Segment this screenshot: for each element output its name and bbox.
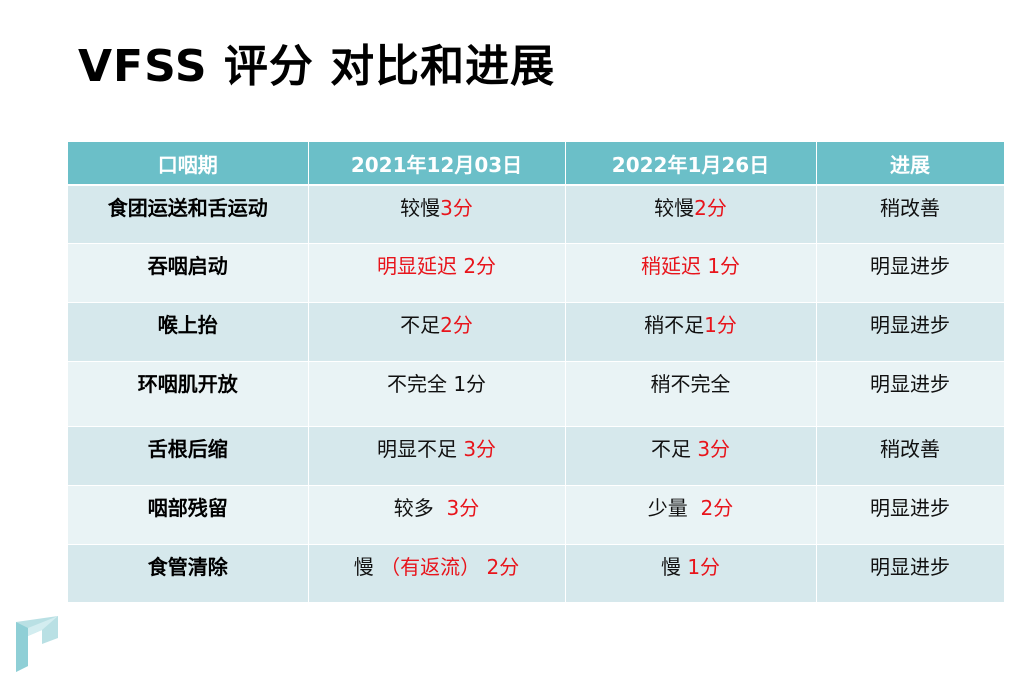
score-value: 1分: [707, 253, 741, 278]
score-cell-2022: 稍不完全: [565, 361, 817, 427]
assessment-text: 较慢: [400, 196, 441, 220]
table-row: 喉上抬 不足2分 稍不足1分 明显进步: [68, 302, 1005, 362]
score-cell-2021: 慢 （有返流） 2分: [308, 544, 566, 603]
score-cell-2022: 不足 3分: [565, 426, 817, 486]
table-row: 吞咽启动 明显延迟 2分 稍延迟 1分 明显进步: [68, 243, 1005, 303]
phase-cell: 食管清除: [68, 544, 309, 603]
progress-cell: 明显进步: [816, 485, 1005, 545]
table-body: 食团运送和舌运动 较慢3分 较慢2分 稍改善 吞咽启动 明显延迟 2分 稍延迟 …: [68, 185, 1005, 603]
score-cell-2021: 明显延迟 2分: [308, 243, 566, 303]
score-cell-2022: 少量 2分: [565, 485, 817, 545]
phase-cell: 咽部残留: [68, 485, 309, 545]
score-value: 3分: [446, 495, 480, 520]
header-progress: 进展: [816, 142, 1005, 186]
table-row: 舌根后缩 明显不足 3分 不足 3分 稍改善: [68, 426, 1005, 486]
header-date-2021: 2021年12月03日: [308, 142, 566, 186]
table-row: 食管清除 慢 （有返流） 2分 慢 1分 明显进步: [68, 544, 1005, 603]
assessment-text: 不完全: [386, 371, 454, 396]
score-value: 1分: [453, 371, 487, 396]
assessment-text: 稍延迟: [640, 253, 708, 278]
phase-cell: 环咽肌开放: [68, 361, 309, 427]
assessment-text: 慢: [660, 554, 688, 579]
assessment-text: 少量: [647, 495, 701, 520]
score-value: 3分: [440, 196, 473, 220]
score-value: 1分: [704, 312, 737, 337]
progress-cell: 稍改善: [816, 426, 1005, 486]
score-cell-2021: 较慢3分: [308, 185, 566, 244]
header-date-2022: 2022年1月26日: [565, 142, 817, 186]
progress-cell: 明显进步: [816, 544, 1005, 603]
assessment-text: 稍不完全: [650, 371, 731, 396]
assessment-text: 较慢: [654, 196, 695, 220]
score-cell-2022: 稍延迟 1分: [565, 243, 817, 303]
assessment-text: 慢: [353, 554, 381, 579]
progress-cell: 明显进步: [816, 243, 1005, 303]
phase-cell: 喉上抬: [68, 302, 309, 362]
score-value: （有返流） 2分: [380, 554, 520, 579]
phase-cell: 舌根后缩: [68, 426, 309, 486]
score-cell-2021: 不足2分: [308, 302, 566, 362]
score-value: 3分: [463, 436, 497, 461]
score-cell-2021: 不完全 1分: [308, 361, 566, 427]
score-cell-2022: 较慢2分: [565, 185, 817, 244]
slide-title: VFSS 评分 对比和进展: [78, 41, 556, 92]
score-value: 2分: [694, 196, 727, 220]
score-value: 3分: [697, 436, 731, 461]
score-value: 2分: [463, 253, 497, 278]
header-phase: 口咽期: [68, 142, 309, 186]
progress-cell: 明显进步: [816, 361, 1005, 427]
score-cell-2021: 较多 3分: [308, 485, 566, 545]
assessment-text: 不足: [400, 312, 441, 337]
table-row: 环咽肌开放 不完全 1分 稍不完全 明显进步: [68, 361, 1005, 427]
vfss-score-table: 口咽期 2021年12月03日 2022年1月26日 进展 食团运送和舌运动 较…: [68, 142, 1005, 603]
assessment-text: 不足: [650, 436, 698, 461]
progress-cell: 明显进步: [816, 302, 1005, 362]
progress-cell: 稍改善: [816, 185, 1005, 244]
assessment-text: 明显不足: [376, 436, 464, 461]
phase-cell: 吞咽启动: [68, 243, 309, 303]
table-row: 食团运送和舌运动 较慢3分 较慢2分 稍改善: [68, 185, 1005, 244]
table-row: 咽部残留 较多 3分 少量 2分 明显进步: [68, 485, 1005, 545]
table-header-row: 口咽期 2021年12月03日 2022年1月26日 进展: [68, 142, 1005, 186]
score-value: 2分: [700, 495, 734, 520]
score-cell-2022: 慢 1分: [565, 544, 817, 603]
phase-cell: 食团运送和舌运动: [68, 185, 309, 244]
score-cell-2021: 明显不足 3分: [308, 426, 566, 486]
score-cell-2022: 稍不足1分: [565, 302, 817, 362]
assessment-text: 稍不足: [644, 312, 705, 337]
assessment-text: 明显延迟: [376, 253, 464, 278]
assessment-text: 较多: [393, 495, 447, 520]
brand-logo-icon: [16, 616, 58, 672]
score-value: 2分: [440, 312, 473, 337]
score-value: 1分: [687, 554, 721, 579]
